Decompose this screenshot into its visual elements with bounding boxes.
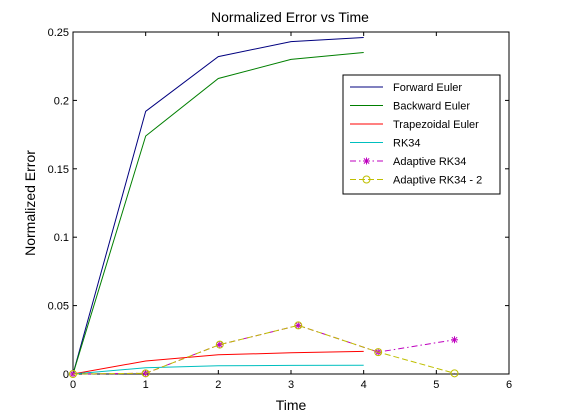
data-point-marker xyxy=(450,369,459,378)
y-axis-label: Normalized Error xyxy=(22,150,38,256)
y-tick-label: 0.25 xyxy=(48,27,69,39)
y-tick-label: 0 xyxy=(63,369,69,381)
legend-box xyxy=(342,74,501,195)
x-tick-label: 6 xyxy=(506,379,512,391)
series-line xyxy=(72,37,364,375)
data-point-marker xyxy=(294,321,303,330)
legend-item: Backward Euler xyxy=(350,101,470,113)
series-line xyxy=(72,324,455,375)
x-tick-label: 1 xyxy=(143,379,149,391)
legend-marker xyxy=(363,157,370,165)
legend-item: Trapezoidal Euler xyxy=(350,119,479,131)
data-point-marker xyxy=(215,340,224,349)
legend-label: Adaptive RK34 xyxy=(393,156,466,168)
y-tick-label: 0.2 xyxy=(54,95,69,107)
y-tick-label: 0.1 xyxy=(54,232,69,244)
y-tick-label: 0.05 xyxy=(48,301,69,313)
legend-item: RK34 xyxy=(350,138,421,150)
data-point-marker xyxy=(141,369,150,378)
series-2 xyxy=(72,350,364,375)
series-1 xyxy=(72,52,364,375)
legend-item: Adaptive RK34 xyxy=(350,156,466,168)
x-tick-label: 3 xyxy=(288,379,294,391)
legend-item: Forward Euler xyxy=(350,82,462,94)
legend: Forward Euler Backward Euler Trapezoidal E… xyxy=(342,74,501,195)
legend-label: Backward Euler xyxy=(393,101,470,113)
series-layer xyxy=(69,37,459,378)
data-point-marker xyxy=(69,370,77,378)
chart-title: Normalized Error vs Time xyxy=(211,9,369,25)
x-tick-label: 2 xyxy=(215,379,221,391)
data-point-marker xyxy=(374,348,383,357)
series-line xyxy=(72,350,364,375)
axis-ticks: 0 1 2 3 4 5 6 0 0.05 0.1 0.15 0.2 0.25 xyxy=(48,27,512,391)
legend-label: RK34 xyxy=(393,138,421,150)
legend-label: Trapezoidal Euler xyxy=(393,119,479,131)
x-tick-label: 4 xyxy=(361,379,367,391)
legend-item: Adaptive RK34 - 2 xyxy=(350,175,482,187)
x-axis-label: Time xyxy=(276,397,307,413)
data-point-marker xyxy=(294,321,302,329)
legend-label: Adaptive RK34 - 2 xyxy=(393,175,482,187)
series-line xyxy=(72,52,364,375)
y-tick-label: 0.15 xyxy=(48,164,69,176)
x-tick-label: 0 xyxy=(70,379,76,391)
legend-label: Forward Euler xyxy=(393,82,462,94)
series-3 xyxy=(72,364,364,375)
series-5 xyxy=(69,321,459,378)
data-point-marker xyxy=(216,341,224,349)
x-tick-label: 5 xyxy=(433,379,439,391)
legend-marker xyxy=(362,175,371,184)
series-line xyxy=(72,364,364,375)
data-point-marker xyxy=(451,336,458,344)
series-0 xyxy=(72,37,364,375)
